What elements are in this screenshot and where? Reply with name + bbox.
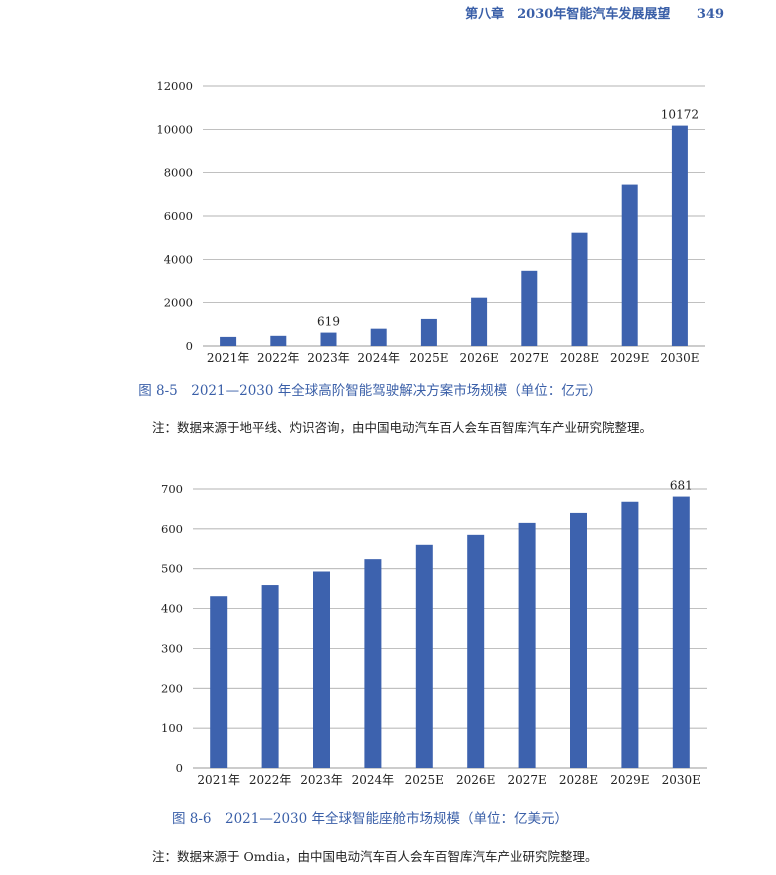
bar — [672, 496, 690, 768]
bar — [471, 297, 488, 346]
bar — [621, 184, 638, 346]
page-number: 349 — [696, 7, 724, 22]
x-tick-label: 2024年 — [357, 351, 400, 365]
data-label: 619 — [317, 315, 340, 329]
x-tick-label: 2027E — [510, 351, 549, 365]
bar — [210, 596, 228, 768]
bar — [521, 270, 538, 346]
bar — [518, 522, 536, 768]
chart-driving-solutions: 0 2000 4000 6000 8000 10000 12000 2021年 2022年 202… — [156, 79, 705, 365]
bar — [571, 232, 588, 346]
x-tick-label: 2022年 — [249, 773, 292, 787]
y-tick-label: 8000 — [164, 166, 193, 180]
bar — [320, 332, 337, 346]
x-tick-label: 2027E — [507, 773, 546, 787]
y-tick-label: 700 — [161, 482, 183, 496]
y-tick-label: 10000 — [156, 122, 193, 136]
x-tick-label: 2030E — [660, 351, 699, 365]
y-tick-label: 6000 — [164, 209, 193, 223]
data-label: 10172 — [661, 108, 699, 122]
x-tick-label: 2022年 — [257, 351, 300, 365]
bar — [370, 328, 387, 346]
data-label: 681 — [670, 479, 693, 493]
x-tick-label: 2030E — [662, 773, 701, 787]
y-tick-label: 0 — [186, 339, 193, 353]
x-tick-label: 2026E — [459, 351, 498, 365]
chapter-title: 第八章 2030年智能汽车发展展望 — [465, 7, 671, 22]
x-tick-label: 2023年 — [300, 773, 343, 787]
y-tick-label: 12000 — [156, 79, 193, 93]
bar — [261, 585, 279, 768]
x-tick-label: 2026E — [456, 773, 495, 787]
bar — [420, 318, 437, 346]
y-tick-label: 0 — [176, 761, 183, 775]
y-tick-label: 500 — [161, 562, 183, 576]
figure-caption-8-5: 图 8-5 2021—2030 年全球高阶智能驾驶解决方案市场规模（单位：亿元） — [138, 383, 602, 399]
y-tick-label: 100 — [161, 721, 183, 735]
chart-smart-cockpit: 0 100 200 300 400 500 600 700 2021年 2022年 2023年 202… — [161, 479, 707, 787]
y-tick-label: 600 — [161, 522, 183, 536]
bar — [364, 559, 382, 768]
figure-caption-8-6: 图 8-6 2021—2030 年全球智能座舱市场规模（单位：亿美元） — [171, 811, 569, 827]
figure-note-8-5: 注：数据来源于地平线、灼识咨询，由中国电动汽车百人会车百智库汽车产业研究院整理。 — [152, 420, 653, 435]
bar — [671, 125, 688, 347]
x-tick-label: 2025E — [409, 351, 448, 365]
y-tick-label: 300 — [161, 641, 183, 655]
x-tick-label: 2021年 — [197, 773, 240, 787]
x-tick-label: 2029E — [610, 773, 649, 787]
bar — [467, 534, 485, 768]
x-tick-label: 2025E — [405, 773, 444, 787]
bar — [415, 544, 433, 768]
x-tick-label: 2023年 — [307, 351, 350, 365]
bar — [621, 501, 639, 768]
x-tick-label: 2029E — [610, 351, 649, 365]
y-tick-label: 200 — [161, 681, 183, 695]
bar — [220, 336, 237, 346]
x-tick-label: 2028E — [559, 773, 598, 787]
page-header: 第八章 2030年智能汽车发展展望 349 — [465, 3, 724, 22]
x-tick-label: 2028E — [560, 351, 599, 365]
figure-note-8-6: 注：数据来源于 Omdia，由中国电动汽车百人会车百智库汽车产业研究院整理。 — [152, 849, 598, 864]
bar — [313, 571, 330, 768]
y-tick-label: 4000 — [164, 252, 193, 266]
y-tick-label: 2000 — [164, 296, 193, 310]
x-tick-label: 2021年 — [207, 351, 250, 365]
bar — [570, 512, 587, 768]
y-tick-label: 400 — [161, 602, 183, 616]
x-tick-label: 2024年 — [352, 773, 395, 787]
bar — [270, 335, 287, 346]
